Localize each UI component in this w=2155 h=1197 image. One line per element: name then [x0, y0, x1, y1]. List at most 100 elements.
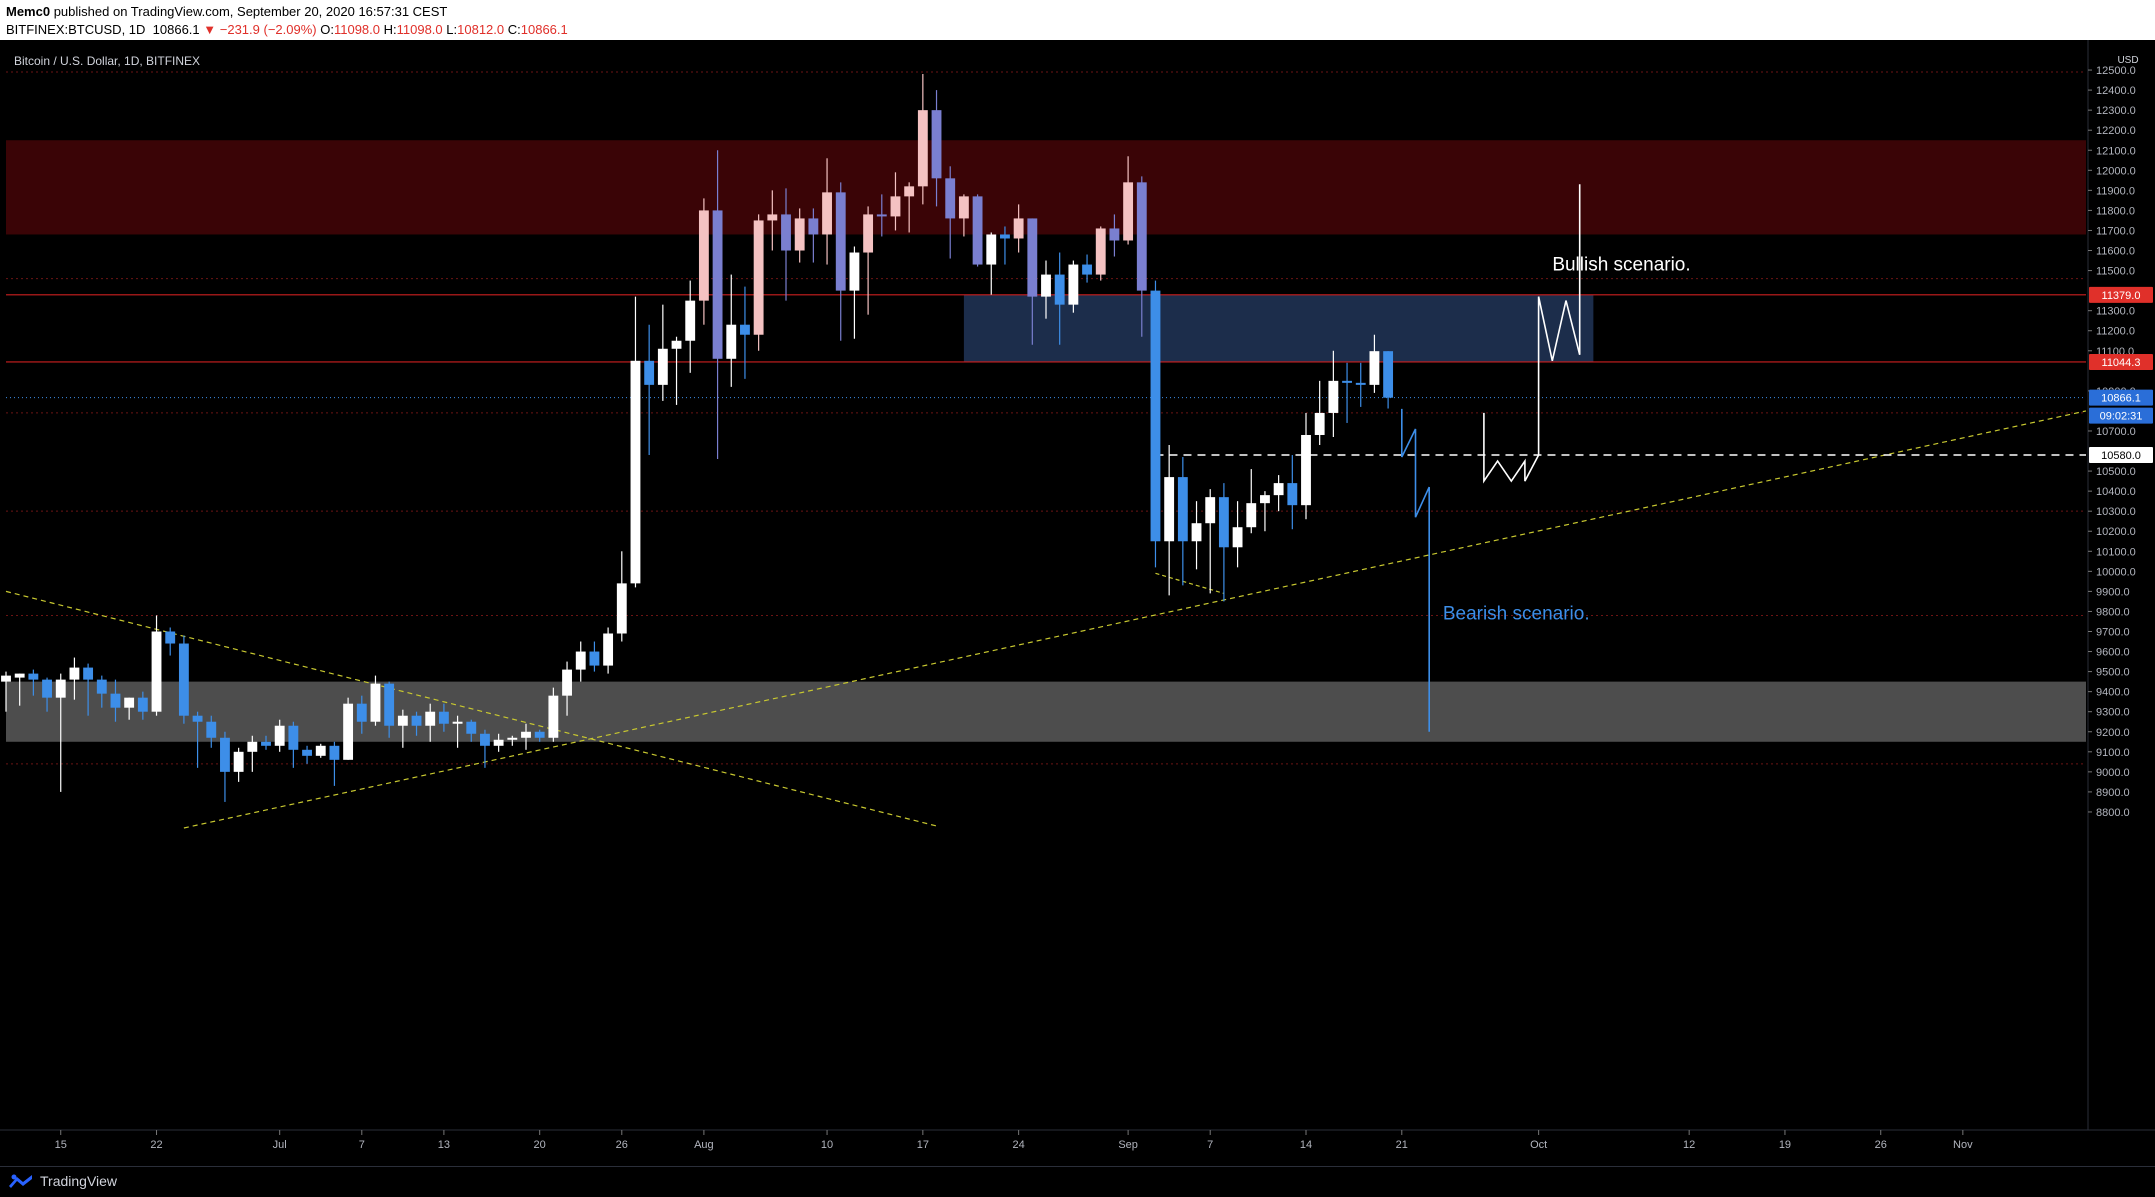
candle-bearish[interactable] [781, 214, 791, 251]
candle-bearish[interactable] [1109, 228, 1120, 241]
candle-bearish[interactable] [384, 683, 395, 726]
candle-bearish[interactable] [1082, 264, 1092, 275]
candle-bullish[interactable] [1013, 218, 1024, 239]
candle-bullish[interactable] [247, 741, 258, 752]
candle-bearish[interactable] [740, 324, 750, 335]
candle-bearish[interactable] [835, 192, 846, 291]
publisher-name[interactable]: Memc0 [6, 4, 51, 19]
candle-bearish[interactable] [1383, 351, 1394, 398]
candle-bearish[interactable] [110, 693, 121, 708]
candle-bullish[interactable] [794, 218, 805, 251]
candle-bullish[interactable] [1314, 412, 1325, 435]
candle-bullish[interactable] [822, 192, 832, 235]
candle-bearish[interactable] [808, 218, 819, 235]
price-axis[interactable]: 12500.0 12400.0 12300.0 12200.0 12100.0 12000… [2088, 65, 2136, 819]
candle-bearish[interactable] [1027, 218, 1038, 297]
candle-bearish[interactable] [96, 679, 107, 694]
candle-bullish[interactable] [863, 214, 874, 253]
candle-bearish[interactable] [1287, 483, 1298, 506]
candle-bullish[interactable] [425, 711, 436, 726]
tradingview-brand[interactable]: TradingView [8, 1173, 117, 1189]
candle-bullish[interactable] [753, 220, 764, 335]
candle-bullish[interactable] [1369, 351, 1380, 385]
candle-bullish[interactable] [904, 186, 915, 197]
candle-bearish[interactable] [931, 110, 942, 179]
candles-layer[interactable] [1, 74, 1394, 802]
candle-bearish[interactable] [1054, 274, 1065, 305]
candle-bearish[interactable] [137, 697, 148, 712]
candle-bearish[interactable] [480, 733, 490, 746]
candle-bullish[interactable] [521, 731, 531, 738]
candle-bullish[interactable] [343, 703, 354, 760]
candle-bullish[interactable] [603, 633, 614, 666]
candle-bullish[interactable] [657, 348, 668, 385]
candle-bearish[interactable] [288, 725, 299, 750]
candle-bearish[interactable] [165, 631, 176, 644]
candle-bullish[interactable] [1123, 182, 1134, 241]
time-axis[interactable]: 15 22 Jul 7 13 20 26 Aug 10 17 24 Sep 7 14 21 Oct 12 19 26… [55, 1130, 1974, 1151]
candle-bearish[interactable] [1342, 380, 1352, 383]
candle-bearish[interactable] [28, 673, 39, 680]
candle-bullish[interactable] [493, 739, 504, 746]
candle-bearish[interactable] [1000, 234, 1010, 239]
candle-bullish[interactable] [698, 210, 709, 301]
candle-bearish[interactable] [1136, 182, 1147, 291]
candle-bearish[interactable] [1218, 497, 1229, 548]
candle-bullish[interactable] [1232, 527, 1243, 548]
candle-bullish[interactable] [685, 300, 696, 341]
candle-bearish[interactable] [945, 178, 956, 219]
candle-bullish[interactable] [986, 234, 997, 265]
candle-bullish[interactable] [397, 715, 408, 726]
candle-bullish[interactable] [1328, 380, 1339, 413]
candle-bullish[interactable] [315, 745, 326, 756]
candle-bullish[interactable] [562, 669, 572, 696]
candle-bearish[interactable] [1177, 477, 1188, 542]
candle-bearish[interactable] [206, 721, 217, 738]
candle-bearish[interactable] [261, 741, 271, 746]
candle-bullish[interactable] [1260, 495, 1270, 504]
candle-bullish[interactable] [726, 324, 737, 359]
candle-bearish[interactable] [644, 360, 655, 385]
candle-bullish[interactable] [14, 673, 25, 678]
candle-bullish[interactable] [1068, 264, 1079, 305]
candle-bullish[interactable] [767, 214, 778, 221]
candle-bullish[interactable] [55, 679, 66, 698]
candle-bearish[interactable] [438, 711, 449, 724]
candle-bullish[interactable] [452, 721, 463, 724]
candle-bearish[interactable] [876, 214, 887, 217]
candle-bearish[interactable] [178, 643, 189, 716]
candle-bearish[interactable] [220, 737, 230, 772]
candle-bullish[interactable] [548, 695, 559, 738]
candle-bullish[interactable] [575, 651, 586, 670]
candle-bullish[interactable] [958, 196, 969, 219]
candle-bearish[interactable] [534, 731, 545, 738]
candle-bullish[interactable] [1301, 434, 1311, 506]
candle-bullish[interactable] [849, 252, 860, 291]
candle-bullish[interactable] [671, 340, 682, 349]
candle-bullish[interactable] [233, 751, 244, 772]
candle-bullish[interactable] [1095, 228, 1106, 275]
candle-bullish[interactable] [507, 737, 518, 740]
candle-bullish[interactable] [370, 683, 381, 722]
candle-bullish[interactable] [151, 631, 162, 712]
candle-bullish[interactable] [1, 675, 11, 682]
candle-bullish[interactable] [124, 697, 135, 708]
candle-bearish[interactable] [83, 667, 94, 680]
candle-bearish[interactable] [712, 210, 723, 359]
candle-bullish[interactable] [616, 583, 627, 634]
candle-bullish[interactable] [1205, 497, 1216, 524]
candle-bearish[interactable] [411, 715, 422, 726]
candle-bearish[interactable] [329, 745, 340, 760]
candle-bearish[interactable] [466, 721, 477, 734]
candle-bearish[interactable] [356, 703, 367, 722]
candle-bullish[interactable] [1273, 483, 1284, 496]
candle-bearish[interactable] [1150, 290, 1161, 542]
candle-bullish[interactable] [917, 110, 928, 187]
candle-bullish[interactable] [630, 360, 641, 584]
candle-bearish[interactable] [42, 679, 52, 698]
candle-bearish[interactable] [589, 651, 600, 666]
price-chart[interactable]: Bullish scenario. Bearish scenario. 12500… [0, 40, 2155, 1166]
candle-bearish[interactable] [302, 749, 312, 756]
candle-bearish[interactable] [1355, 382, 1366, 385]
candle-bullish[interactable] [1041, 274, 1051, 297]
